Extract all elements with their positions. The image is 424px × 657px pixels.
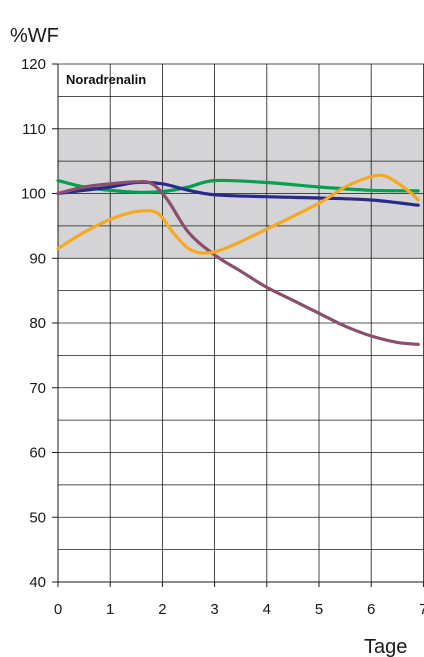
x-tick-label: 3 — [210, 601, 218, 618]
x-tick-label: 4 — [263, 601, 271, 618]
x-tick-label: 1 — [106, 601, 114, 618]
x-tick-label: 6 — [367, 601, 375, 618]
series-line-3 — [56, 180, 420, 346]
x-tick-label: 0 — [54, 601, 62, 618]
series-line-2 — [56, 180, 420, 207]
x-axis-label: Tage — [364, 636, 407, 657]
y-tick-label: 120 — [21, 56, 46, 73]
x-tick-label: 7 — [419, 601, 424, 618]
y-axis-label: %WF — [10, 25, 59, 47]
series-line-4 — [56, 173, 420, 255]
y-tick-label: 70 — [29, 380, 46, 397]
y-tick-label: 100 — [21, 186, 46, 203]
y-tick-label: 60 — [29, 445, 46, 462]
x-tick-label: 5 — [315, 601, 323, 618]
chart-title: Noradrenalin — [66, 72, 146, 87]
y-tick-label: 50 — [29, 509, 46, 526]
y-tick-label: 40 — [29, 574, 46, 591]
y-tick-label: 90 — [29, 250, 46, 267]
x-tick-label: 2 — [158, 601, 166, 618]
y-tick-label: 80 — [29, 315, 46, 332]
y-tick-label: 110 — [22, 121, 46, 138]
